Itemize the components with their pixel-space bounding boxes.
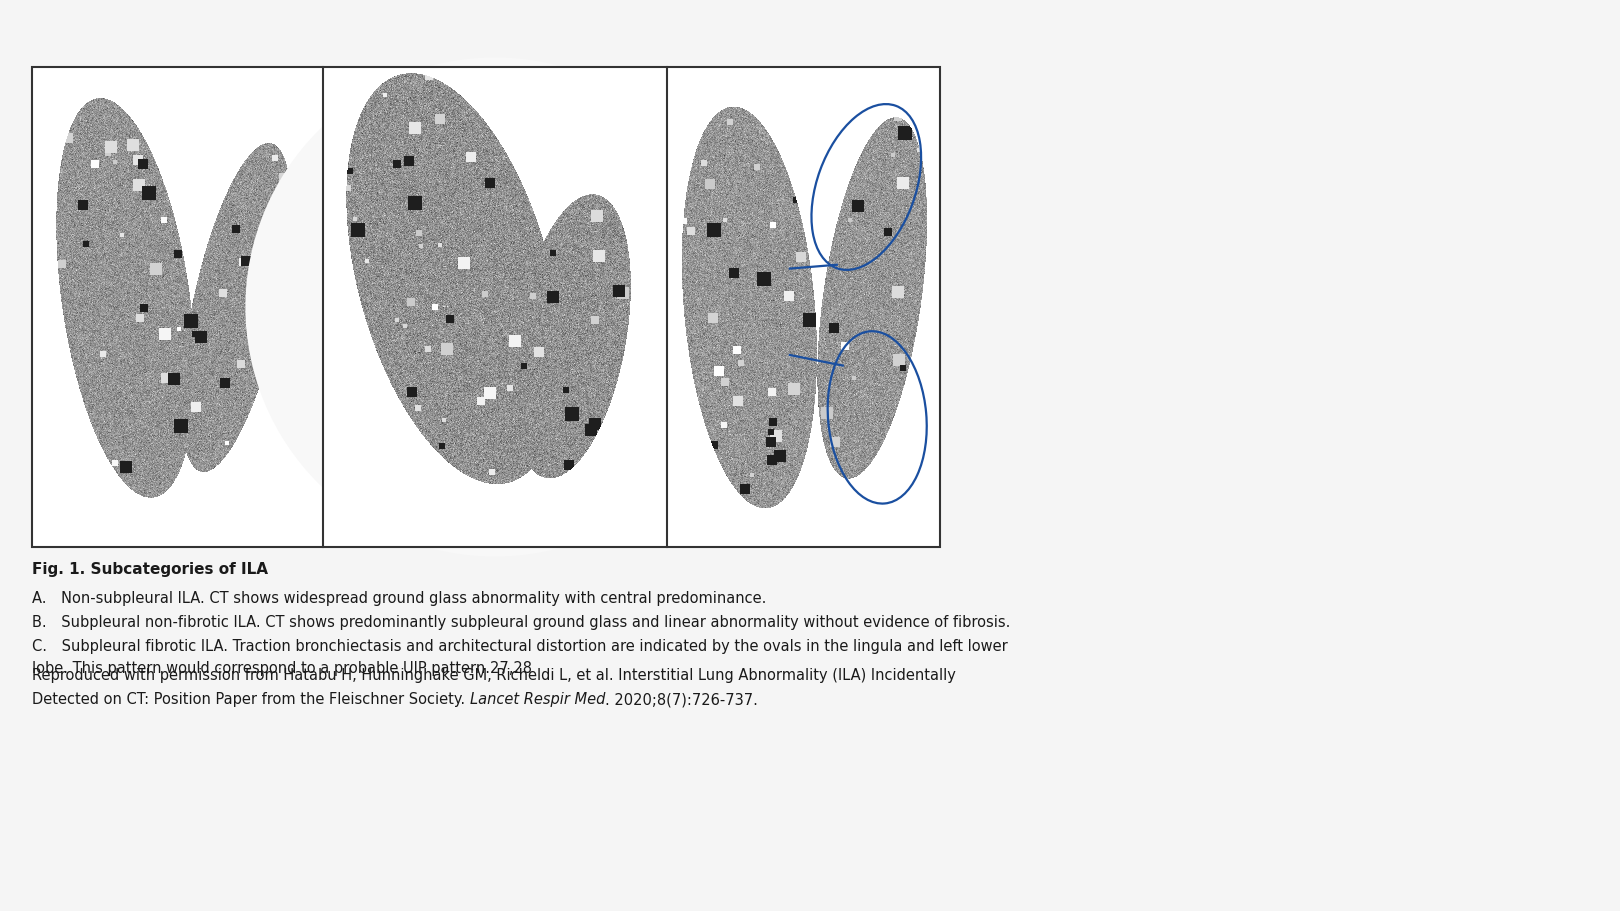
Text: C. Subpleural fibrotic ILA. Traction bronchiectasis and architectural distortion: C. Subpleural fibrotic ILA. Traction bro… [32,639,1008,653]
Bar [322,68,667,548]
Text: Fig. 1. Subcategories of ILA: Fig. 1. Subcategories of ILA [32,561,267,577]
Bar [32,68,940,548]
Text: . 2020;8(7):726-737.: . 2020;8(7):726-737. [606,691,758,706]
Circle shape [245,58,745,557]
Text: B. Subpleural non-fibrotic ILA. CT shows predominantly subpleural ground glass a: B. Subpleural non-fibrotic ILA. CT shows… [32,614,1011,630]
Text: Detected on CT: Position Paper from the Fleischner Society.: Detected on CT: Position Paper from the … [32,691,470,706]
Text: Lancet Respir Med: Lancet Respir Med [470,691,606,706]
Bar [32,68,322,548]
Bar [667,68,940,548]
Text: Reproduced with permission from Hatabu H, Hunninghake GM, Richeldi L, et al. Int: Reproduced with permission from Hatabu H… [32,667,956,682]
Text: A. Non-subpleural ILA. CT shows widespread ground glass abnormality with central: A. Non-subpleural ILA. CT shows widespre… [32,590,766,605]
Text: lobe. This pattern would correspond to a probable UIP pattern.27,28: lobe. This pattern would correspond to a… [32,660,531,675]
